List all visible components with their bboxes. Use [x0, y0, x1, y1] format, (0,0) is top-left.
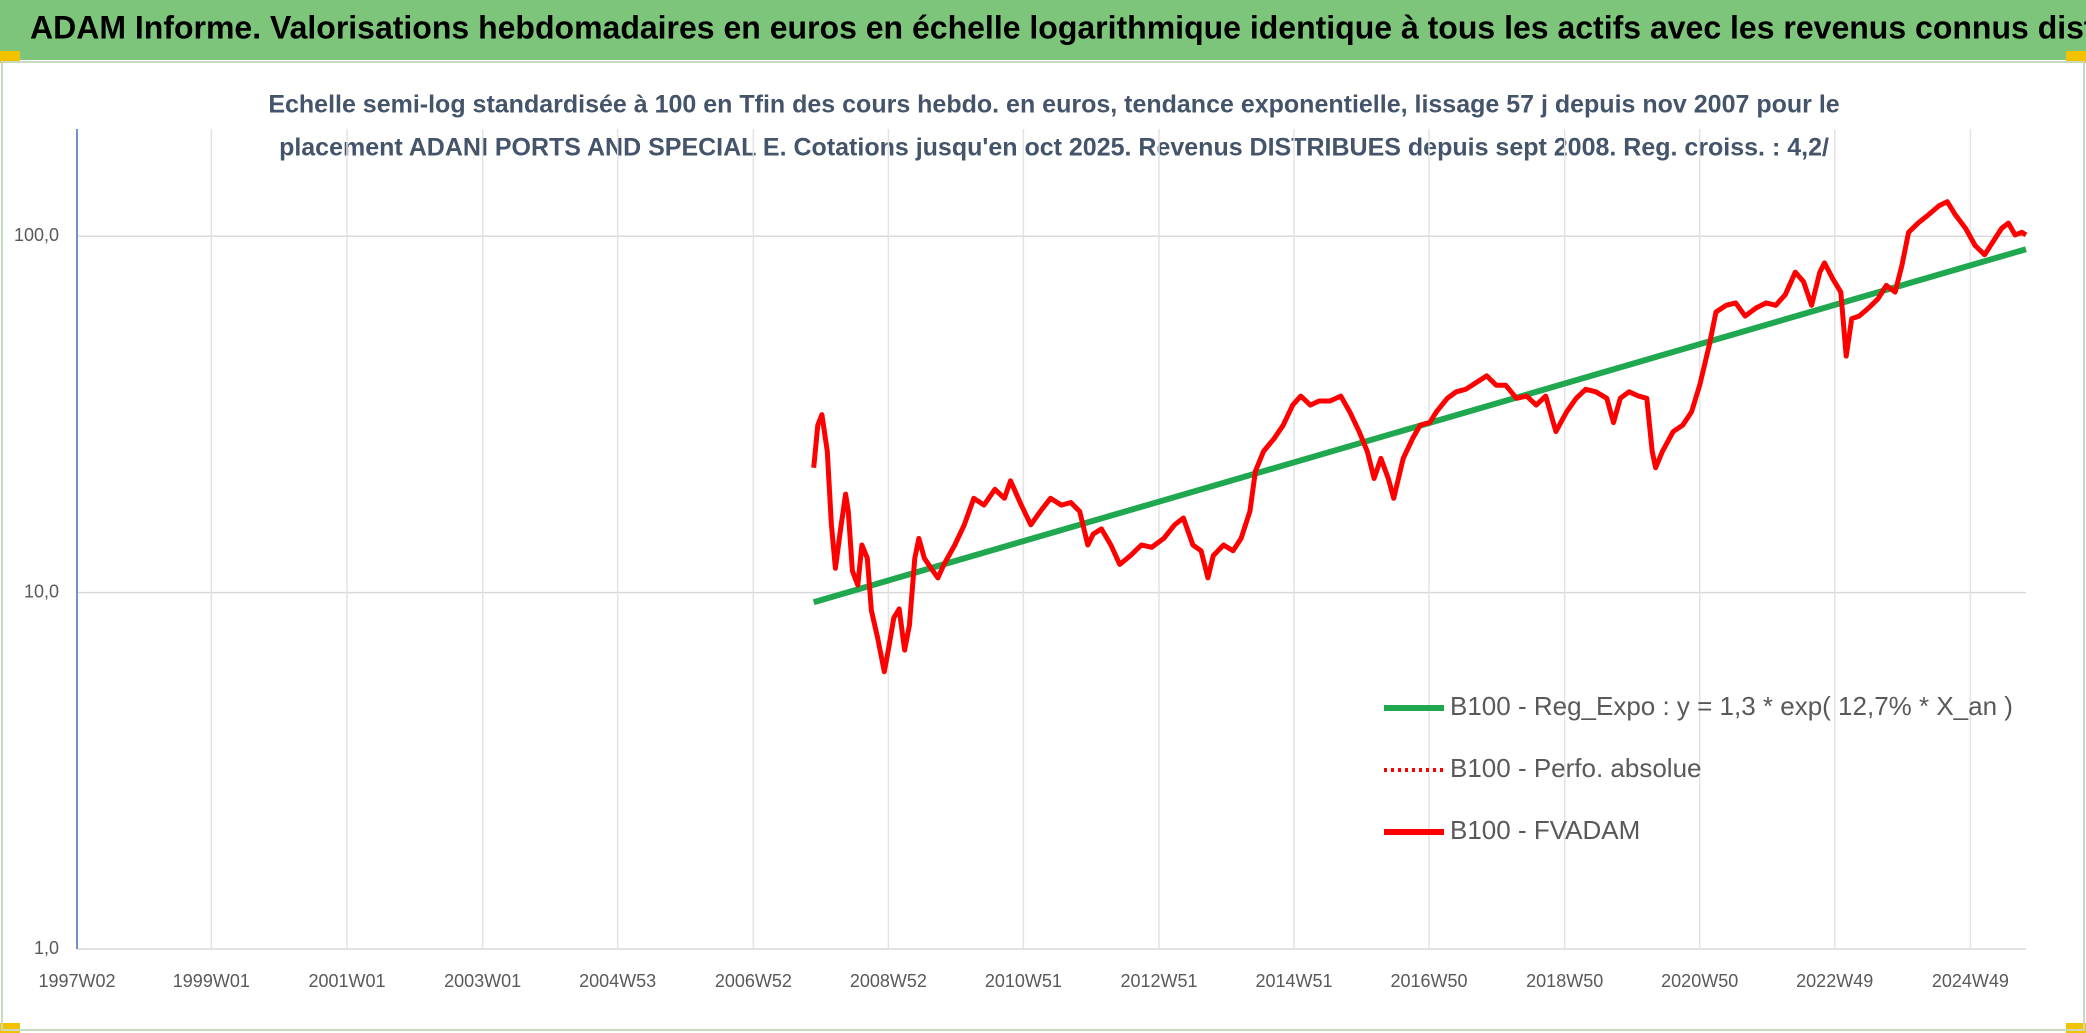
chart-subtitle: Echelle semi-log standardisée à 100 en T… — [268, 91, 1839, 119]
legend-label: B100 - FVADAM — [1450, 815, 1640, 845]
y-tick-label: 10,0 — [24, 581, 59, 601]
series-line — [811, 199, 2028, 675]
x-tick-label: 2003W01 — [444, 971, 521, 991]
corner-mark — [2066, 51, 2086, 63]
x-tick-label: 2016W50 — [1390, 971, 1467, 991]
corner-mark — [2066, 1023, 2086, 1033]
x-tick-label: 2018W50 — [1526, 971, 1603, 991]
y-tick-label: 1,0 — [34, 938, 59, 958]
x-tick-label: 2024W49 — [1932, 971, 2009, 991]
x-tick-label: 2010W51 — [985, 971, 1062, 991]
x-tick-label: 2014W51 — [1255, 971, 1332, 991]
x-tick-label: 2022W49 — [1796, 971, 1873, 991]
x-tick-label: 2001W01 — [308, 971, 385, 991]
x-tick-label: 2008W52 — [850, 971, 927, 991]
x-tick-label: 2020W50 — [1661, 971, 1738, 991]
chart-subtitle: placement ADANI PORTS AND SPECIAL E. Cot… — [279, 134, 1829, 162]
header-bar — [0, 0, 2086, 60]
x-tick-label: 2012W51 — [1120, 971, 1197, 991]
x-tick-label: 2004W53 — [579, 971, 656, 991]
x-tick-label: 2006W52 — [715, 971, 792, 991]
corner-mark — [0, 1023, 20, 1033]
x-tick-label: 1999W01 — [173, 971, 250, 991]
legend-label: B100 - Reg_Expo : y = 1,3 * exp( 12,7% *… — [1450, 691, 2013, 721]
legend-label: B100 - Perfo. absolue — [1450, 753, 1702, 783]
y-tick-label: 100,0 — [14, 225, 59, 245]
chart-title: ADAM Informe. Valorisations hebdomadaire… — [30, 9, 2086, 45]
corner-mark — [0, 51, 20, 63]
x-tick-label: 1997W02 — [38, 971, 115, 991]
chart-frame — [1, 61, 2085, 1031]
